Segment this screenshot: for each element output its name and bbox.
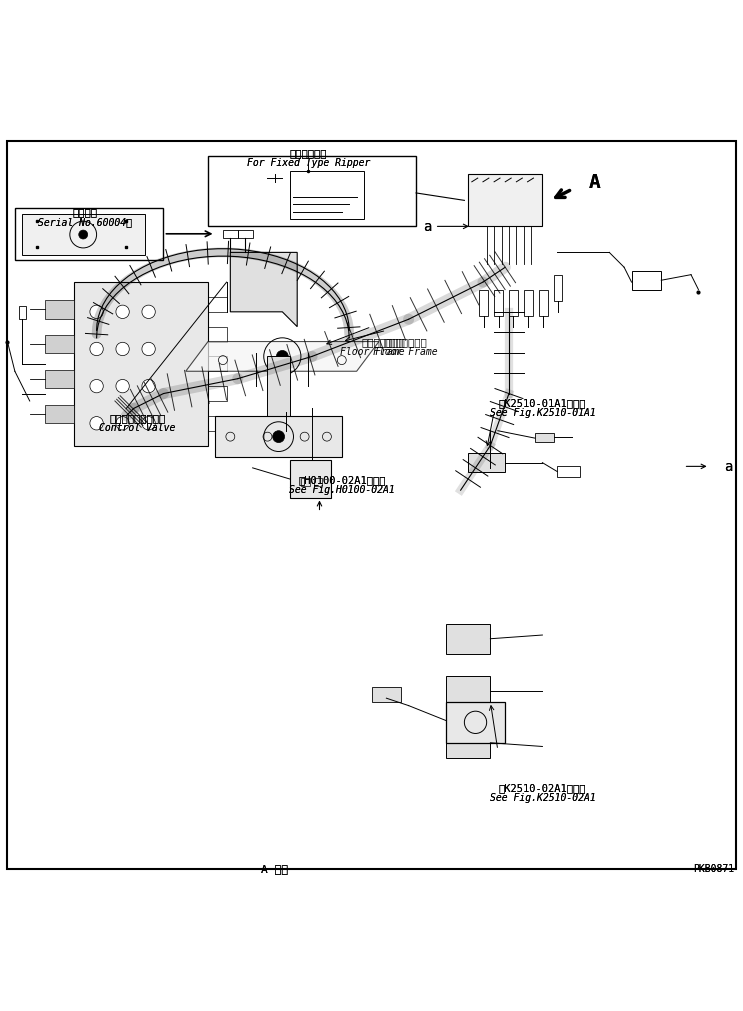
- Bar: [446, 676, 490, 706]
- Bar: [468, 175, 542, 227]
- Text: A 詳細: A 詳細: [262, 862, 288, 872]
- Circle shape: [90, 306, 103, 319]
- Bar: [509, 290, 518, 316]
- Text: For Fixed Type Ripper: For Fixed Type Ripper: [247, 158, 370, 168]
- Circle shape: [116, 343, 129, 356]
- Circle shape: [90, 343, 103, 356]
- Text: Serial No.60004～: Serial No.60004～: [39, 217, 132, 226]
- Bar: [557, 467, 580, 477]
- Bar: [494, 290, 503, 316]
- Text: Serial No.60004～: Serial No.60004～: [39, 217, 132, 226]
- Text: See Fig.K2510-02A1: See Fig.K2510-02A1: [490, 793, 595, 802]
- Text: PKB0871: PKB0871: [692, 862, 734, 872]
- Text: a: a: [724, 460, 733, 474]
- Bar: [301, 478, 310, 487]
- Text: 第K2510-02A1図参照: 第K2510-02A1図参照: [499, 783, 586, 793]
- Bar: [208, 297, 227, 312]
- Bar: [290, 461, 331, 498]
- Circle shape: [273, 432, 285, 443]
- Polygon shape: [230, 253, 297, 328]
- Bar: [479, 290, 488, 316]
- Text: Floor Frame: Floor Frame: [373, 347, 437, 357]
- Bar: [223, 231, 238, 239]
- Bar: [446, 624, 490, 654]
- Text: Control Valve: Control Valve: [100, 423, 175, 433]
- Text: 固定リッパ用: 固定リッパ用: [290, 148, 327, 158]
- Text: See Fig.K2510-01A1: See Fig.K2510-01A1: [490, 407, 595, 418]
- Circle shape: [142, 380, 155, 393]
- Bar: [208, 387, 227, 401]
- Text: See Fig.H0100-02A1: See Fig.H0100-02A1: [289, 484, 395, 494]
- Bar: [535, 434, 554, 443]
- Bar: [208, 357, 227, 372]
- Circle shape: [142, 343, 155, 356]
- Bar: [372, 687, 401, 703]
- Text: Control Valve: Control Valve: [100, 423, 175, 433]
- Bar: [22, 214, 145, 256]
- Bar: [290, 172, 364, 219]
- Bar: [19, 306, 26, 319]
- Bar: [524, 290, 533, 316]
- Bar: [468, 454, 505, 472]
- Polygon shape: [186, 342, 379, 372]
- Text: Floor Frame: Floor Frame: [340, 347, 405, 357]
- Bar: [215, 417, 342, 457]
- Circle shape: [79, 231, 88, 240]
- Text: See Fig.K2510-02A1: See Fig.K2510-02A1: [490, 793, 595, 802]
- Text: 第K2510-02A1図参照: 第K2510-02A1図参照: [499, 783, 586, 793]
- Bar: [45, 300, 74, 319]
- Circle shape: [142, 418, 155, 431]
- Bar: [554, 275, 562, 301]
- Text: 第H0100-02A1図参照: 第H0100-02A1図参照: [298, 474, 386, 484]
- Circle shape: [90, 418, 103, 431]
- Text: フロアフレーム: フロアフレーム: [383, 338, 426, 347]
- Bar: [208, 417, 227, 432]
- Text: コントロールバルブ: コントロールバルブ: [109, 412, 166, 423]
- Bar: [632, 272, 661, 290]
- Circle shape: [276, 351, 288, 363]
- Text: コントロールバルブ: コントロールバルブ: [109, 412, 166, 423]
- Text: 第H0100-02A1図参照: 第H0100-02A1図参照: [298, 474, 386, 484]
- Text: a: a: [724, 460, 733, 474]
- Bar: [446, 703, 505, 743]
- Bar: [74, 283, 208, 446]
- Text: 第K2510-01A1図参照: 第K2510-01A1図参照: [499, 398, 586, 408]
- Bar: [314, 478, 322, 487]
- Text: See Fig.K2510-01A1: See Fig.K2510-01A1: [490, 407, 595, 418]
- Bar: [45, 405, 74, 424]
- Bar: [281, 428, 291, 435]
- Circle shape: [90, 380, 103, 393]
- Text: 第K2510-01A1図参照: 第K2510-01A1図参照: [499, 398, 586, 408]
- Bar: [267, 357, 290, 417]
- Bar: [45, 336, 74, 354]
- Text: PKB0871: PKB0871: [692, 862, 734, 872]
- Bar: [15, 208, 163, 261]
- Bar: [279, 434, 292, 443]
- Text: A 詳細: A 詳細: [262, 862, 288, 872]
- Bar: [45, 370, 74, 389]
- Circle shape: [116, 418, 129, 431]
- Text: フロアフレーム: フロアフレーム: [361, 338, 405, 347]
- Text: A: A: [588, 173, 600, 192]
- Text: 固定リッパ用: 固定リッパ用: [290, 148, 327, 158]
- Bar: [539, 290, 548, 316]
- Text: 適用号機: 適用号機: [73, 207, 98, 217]
- Circle shape: [116, 380, 129, 393]
- Text: 適用号機: 適用号機: [73, 207, 98, 217]
- Circle shape: [116, 306, 129, 319]
- Text: a: a: [423, 219, 432, 234]
- Text: For Fixed Type Ripper: For Fixed Type Ripper: [247, 158, 370, 168]
- Bar: [208, 328, 227, 342]
- Bar: [238, 231, 253, 239]
- Text: a: a: [423, 220, 432, 235]
- Bar: [446, 728, 490, 758]
- Text: A: A: [588, 173, 600, 192]
- Bar: [208, 157, 416, 227]
- Text: See Fig.H0100-02A1: See Fig.H0100-02A1: [289, 484, 395, 494]
- Circle shape: [142, 306, 155, 319]
